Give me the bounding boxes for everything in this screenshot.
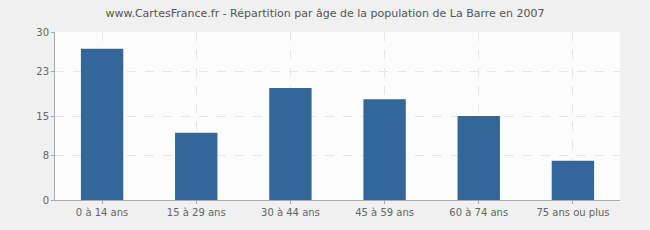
svg-text:8: 8 — [43, 150, 49, 161]
svg-text:15: 15 — [36, 111, 49, 122]
svg-text:30 à 44 ans: 30 à 44 ans — [261, 207, 320, 218]
svg-text:45 à 59 ans: 45 à 59 ans — [355, 207, 414, 218]
svg-text:30: 30 — [36, 27, 49, 38]
svg-text:15 à 29 ans: 15 à 29 ans — [167, 207, 226, 218]
svg-text:0 à 14 ans: 0 à 14 ans — [76, 207, 128, 218]
svg-text:0: 0 — [43, 195, 49, 206]
svg-text:75 ans ou plus: 75 ans ou plus — [536, 207, 609, 218]
svg-text:23: 23 — [36, 66, 49, 77]
svg-text:www.CartesFrance.fr - Répartit: www.CartesFrance.fr - Répartition par âg… — [105, 7, 544, 20]
svg-text:60 à 74 ans: 60 à 74 ans — [449, 207, 508, 218]
